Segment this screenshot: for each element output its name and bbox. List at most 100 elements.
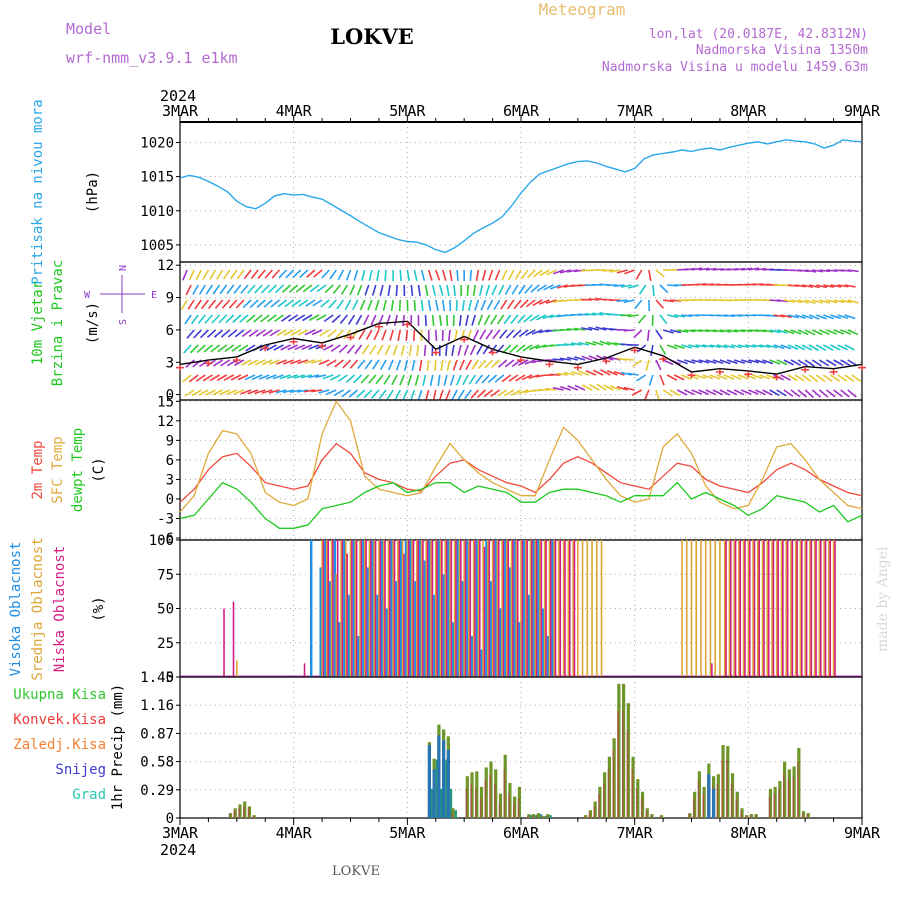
wind-arrow (636, 344, 647, 353)
wind-arrow (226, 284, 235, 295)
wind-arrow (244, 374, 256, 381)
graupel-bar (445, 759, 448, 818)
wind-arrow (496, 314, 505, 325)
wind-arrow (577, 313, 590, 316)
total-rain-bar (702, 786, 706, 818)
wind-arrow (549, 314, 561, 319)
wind-arrow (253, 314, 263, 323)
wind-arrow (195, 374, 206, 382)
wind-arrow (432, 389, 437, 401)
wind-arrow (276, 329, 287, 337)
watermark: made by Angel (875, 546, 891, 652)
conv-rain-bar (621, 711, 624, 818)
y-tick-label: 12 (157, 258, 174, 274)
wind-arrow (413, 299, 417, 312)
wind-arrow (445, 344, 448, 357)
total-rain-bar (546, 814, 550, 818)
wind-arrow (220, 329, 231, 338)
wind-arrow (279, 374, 291, 380)
wind-arrow (456, 374, 462, 386)
wind-arrow (752, 344, 764, 348)
station-title: LOKVE (330, 24, 414, 49)
wind-arrow (339, 314, 349, 324)
wind-arrow (808, 374, 819, 383)
wind-arrow (497, 389, 508, 397)
wind-arrow (520, 269, 529, 280)
wind-arrow (410, 284, 414, 297)
y-tick-label: 9 (166, 433, 174, 449)
wind-arrow (509, 344, 519, 354)
wind-arrow (322, 374, 334, 380)
wind-arrow (468, 299, 473, 311)
wind-arrow (698, 329, 710, 333)
wind-arrow (563, 343, 575, 346)
wind-arrow (769, 389, 780, 397)
wind-arrow (662, 359, 674, 366)
wind-arrow (292, 269, 302, 279)
conv-rain-bar (783, 774, 785, 818)
wind-arrow (536, 284, 547, 292)
wind-arrow (364, 284, 370, 296)
wind-arrow (526, 269, 536, 279)
wind-arrow (281, 314, 292, 322)
wind-arrow (213, 329, 224, 338)
wind-arrow (261, 284, 270, 294)
wind-arrow (338, 344, 348, 354)
wind-arrow (787, 314, 799, 319)
wind-arrow (567, 385, 579, 391)
wind-arrow (456, 269, 459, 282)
wind-arrow (298, 299, 309, 307)
conv-rain-bar (584, 816, 586, 818)
wind-arrow (326, 359, 337, 367)
wind-arrow (669, 389, 681, 397)
total-rain-bar (243, 801, 247, 818)
pressure-line (179, 139, 863, 254)
wind-arrow (256, 299, 266, 308)
wind-unit: (m/s) (85, 302, 101, 344)
wind-arrow (581, 355, 593, 361)
wind-arrow (290, 329, 302, 336)
wind-arrow (196, 344, 206, 354)
wind-arrow (498, 284, 505, 296)
wind-arrow (411, 359, 416, 371)
y-tick-label: 1005 (140, 238, 174, 254)
wind-arrow (361, 269, 366, 281)
wind-arrow (319, 329, 330, 337)
wind-arrow (374, 299, 380, 311)
wind-arrow (794, 344, 806, 351)
wind-arrow (311, 389, 323, 393)
wind-arrow (734, 329, 746, 333)
conv-rain-bar (806, 814, 809, 818)
wind-arrow (211, 314, 221, 324)
conv-rain-bar (247, 808, 250, 818)
wind-arrow (486, 299, 494, 311)
wind-arrow (571, 370, 583, 376)
wind-arrow (308, 344, 320, 350)
wind-arrow (316, 284, 327, 293)
y-tick-label: 6 (166, 453, 174, 469)
conv-rain-bar (768, 796, 771, 818)
wind-arrow (531, 329, 543, 335)
wind-arrow (776, 299, 788, 303)
wind-arrow (741, 267, 753, 271)
wind-arrow (399, 269, 402, 282)
wind-arrow (783, 299, 795, 303)
wind-arrow (238, 344, 249, 352)
wind-arrow (655, 269, 665, 278)
conv-rain-bar (228, 814, 231, 818)
wind-arrow (494, 374, 505, 383)
wind-arrow (815, 374, 826, 383)
wind-arrow (353, 269, 359, 281)
conv-rain-bar (688, 814, 690, 818)
wind-arrow (723, 374, 735, 381)
wind-arrow (506, 299, 515, 310)
wind-arrow (825, 389, 836, 398)
wind-arrow (759, 344, 771, 349)
wind-arrow (481, 269, 487, 281)
conv-rain-bar (740, 811, 742, 818)
wind-arrow (355, 314, 363, 325)
wind-arrow (581, 327, 593, 331)
total-rain-bar (617, 683, 621, 818)
wind-arrow (204, 314, 214, 324)
wind-arrow (477, 314, 484, 326)
